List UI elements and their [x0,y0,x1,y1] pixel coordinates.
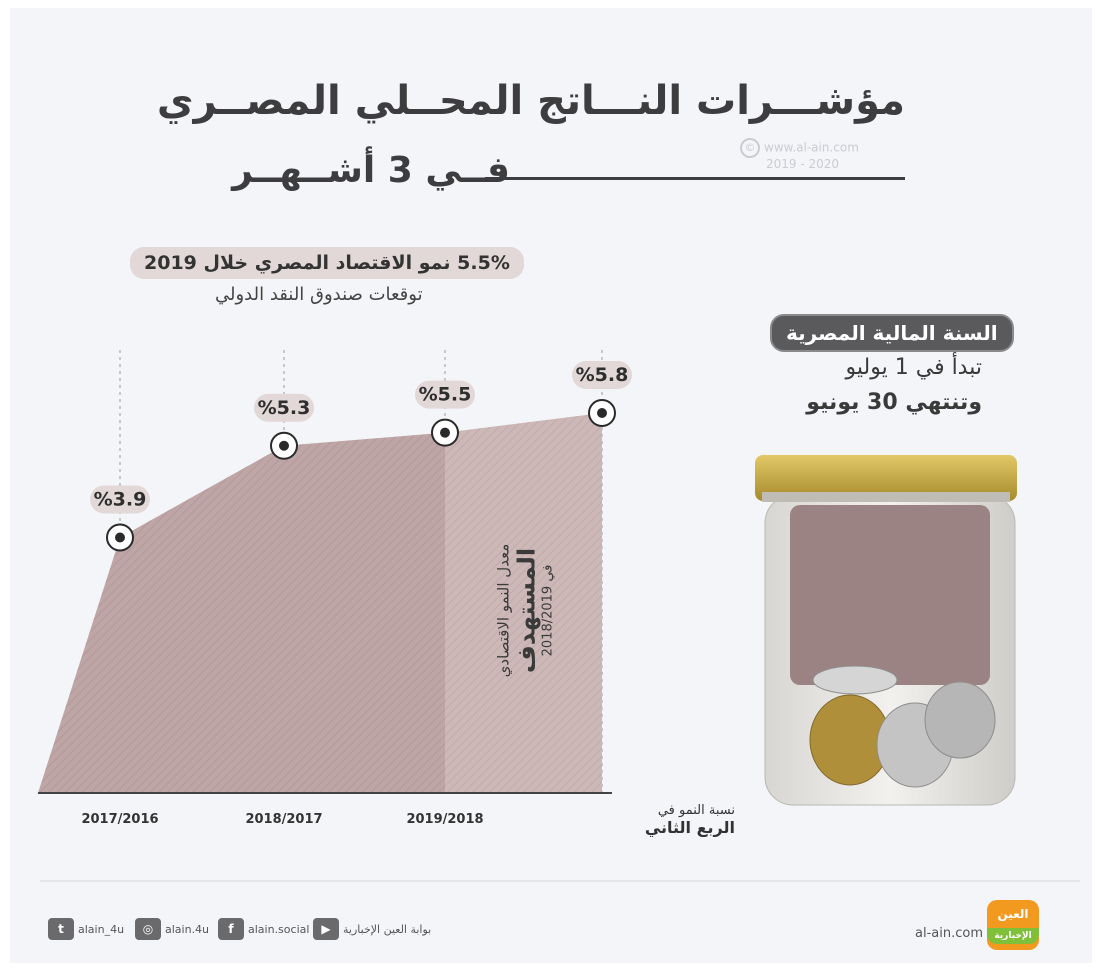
axis-note: نسبة النمو في الربع الثاني [620,803,735,837]
youtube-handle: بوابة العين الإخبارية [343,922,432,936]
value-label-bg [415,380,475,409]
data-point-dot [279,440,289,451]
data-point-dot [440,427,450,438]
data-point-dot [597,408,607,418]
target-label-line3: في 2018/2019 [540,564,556,657]
copyright-icon: © [740,138,760,158]
axis-note-line2: الربع الثاني [644,818,735,837]
target-label: معدل النمو الاقتصادي المستهدف في 2018/20… [470,480,580,730]
watermark-site: www.al-ain.com [764,140,859,155]
value-label: %3.9 [94,488,147,510]
youtube-link[interactable]: ▶ بوابة العين الإخبارية [313,915,431,943]
brand-logo: العين الإخبارية [987,900,1039,950]
target-label-line1: معدل النمو الاقتصادي [494,543,513,678]
coin-jar-illustration [755,455,1017,806]
footer-divider [40,880,1080,882]
twitter-icon: t [48,918,74,940]
fiscal-year-end: وتنتهي 30 يونيو [806,390,982,415]
area-target [445,413,602,793]
instagram-icon: ◎ [135,918,161,940]
value-label-bg [90,485,150,514]
axis-note-line1: نسبة النمو في [657,803,735,818]
target-label-line2: المستهدف [512,547,541,674]
page-title: مؤشـــرات النـــاتج المحــلي المصــري [156,78,905,124]
x-tick-label: 2017/2016 [81,812,158,827]
title-divider [485,177,905,180]
data-point-dot [115,532,125,543]
twitter-handle: alain_4u [78,922,125,936]
value-label-bg [254,393,314,422]
youtube-icon: ▶ [313,918,339,940]
facebook-link[interactable]: f alain.social [218,915,309,943]
value-label: %5.5 [419,384,472,406]
facebook-handle: alain.social [248,922,310,936]
twitter-link[interactable]: t alain_4u [48,915,124,943]
watermark-years: 2019 - 2020 [766,157,840,171]
value-label-bg [572,361,632,389]
imf-note: توقعات صندوق النقد الدولي [215,284,423,305]
fiscal-year-badge: السنة المالية المصرية [770,314,1014,352]
instagram-handle: alain.4u [165,922,210,936]
value-label: %5.8 [576,364,629,386]
logo-text-top: العين [997,907,1029,921]
headline-badge: 5.5% نمو الاقتصاد المصري خلال 2019 [130,247,524,279]
watermark: © www.al-ain.com 2019 - 2020 [740,138,859,170]
x-tick-label: 2018/2017 [245,812,322,827]
x-tick-label: 2019/2018 [406,812,483,827]
value-label: %5.3 [258,397,311,419]
site-link[interactable]: al-ain.com [915,926,983,941]
page-subtitle: فــي 3 أشــهــر [232,150,510,191]
area-actual [38,432,445,793]
fiscal-year-start: تبدأ في 1 يوليو [845,355,982,380]
instagram-link[interactable]: ◎ alain.4u [135,915,209,943]
logo-text-bottom: الإخبارية [987,928,1039,944]
facebook-icon: f [218,918,244,940]
